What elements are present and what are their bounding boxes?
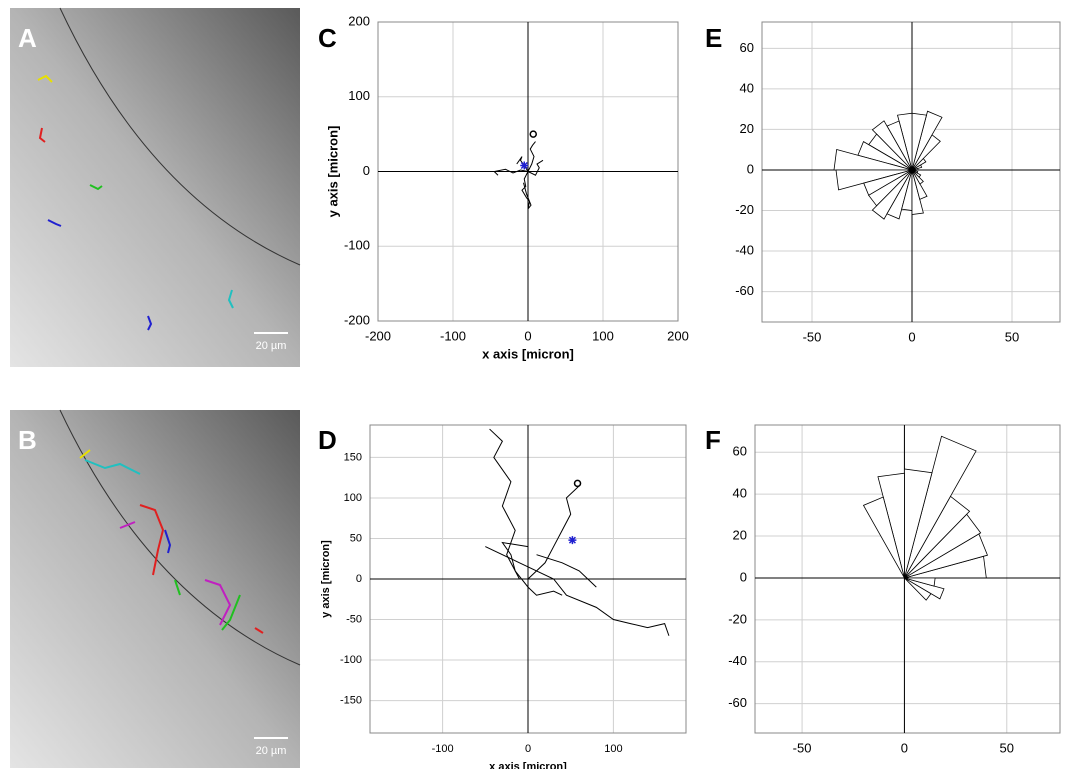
x-tick-label: -50 <box>793 740 812 755</box>
y-tick-label: -100 <box>344 238 370 253</box>
y-tick-label: 0 <box>740 569 747 584</box>
cell-track <box>204 579 232 626</box>
y-tick-label: -100 <box>340 654 362 666</box>
y-tick-label: 20 <box>733 527 747 542</box>
y-tick-label: 0 <box>363 163 370 178</box>
scale-bar-label: 20 µm <box>256 340 287 352</box>
cell-track <box>79 449 91 459</box>
y-tick-label: -200 <box>344 312 370 327</box>
y-tick-label: -20 <box>728 611 747 626</box>
rose-wedge <box>911 169 917 172</box>
cell-track <box>38 127 46 143</box>
plot-frame <box>761 21 1061 323</box>
cell-track <box>89 184 103 191</box>
y-tick-label: 40 <box>733 486 747 501</box>
x-tick-label: -100 <box>432 743 454 755</box>
cell-trajectory <box>489 428 520 580</box>
cell-track <box>174 579 181 596</box>
y-tick-label: 0 <box>356 573 362 585</box>
centroid-marker <box>568 536 577 545</box>
y-tick-label: -50 <box>346 613 362 625</box>
x-tick-label: 0 <box>908 329 915 344</box>
panel-label: C <box>318 23 337 53</box>
y-axis-title: y axis [micron] <box>320 540 332 618</box>
cell-track <box>139 504 165 576</box>
x-tick-label: 0 <box>901 740 908 755</box>
y-tick-label: 40 <box>740 80 754 95</box>
y-tick-label: 0 <box>747 161 754 176</box>
panel-label: F <box>705 425 721 455</box>
plot-frame <box>754 424 1061 734</box>
y-axis-title: y axis [micron] <box>325 126 340 218</box>
x-tick-label: 100 <box>604 743 622 755</box>
start-marker <box>529 130 537 138</box>
x-tick-label: 50 <box>1000 740 1014 755</box>
x-tick-label: 0 <box>524 328 531 343</box>
image-a: 20 µm A <box>10 7 301 367</box>
cell-trajectory <box>485 546 670 636</box>
y-tick-label: -60 <box>735 283 754 298</box>
x-tick-label: -50 <box>803 329 822 344</box>
scale-bar-label: 20 µm <box>256 745 287 757</box>
cell-track <box>47 219 62 227</box>
cell-track <box>119 521 136 529</box>
y-tick-label: -20 <box>735 202 754 217</box>
rose-wedge <box>862 496 905 579</box>
y-tick-label: 150 <box>344 451 362 463</box>
y-tick-label: 100 <box>348 88 370 103</box>
cell-track <box>37 74 53 83</box>
start-marker <box>573 479 582 488</box>
y-tick-label: 100 <box>344 492 362 504</box>
rose-wedge <box>904 577 936 587</box>
x-tick-label: -200 <box>365 328 391 343</box>
panel-label: A <box>18 23 37 53</box>
x-axis-title: x axis [micron] <box>482 346 574 361</box>
cell-trajectory <box>527 485 580 580</box>
y-tick-label: -150 <box>340 694 362 706</box>
x-tick-label: 100 <box>592 328 614 343</box>
x-tick-label: 200 <box>667 328 689 343</box>
boundary-curve <box>59 7 301 266</box>
cell-trajectory <box>493 168 529 176</box>
cell-track <box>147 315 153 331</box>
y-tick-label: 200 <box>348 13 370 28</box>
y-tick-label: 60 <box>733 444 747 459</box>
centroid-marker <box>520 161 529 170</box>
x-tick-label: -100 <box>440 328 466 343</box>
y-tick-label: -40 <box>735 242 754 257</box>
y-tick-label: 20 <box>740 121 754 136</box>
panel-label: B <box>18 425 37 455</box>
x-tick-label: 50 <box>1005 329 1019 344</box>
x-tick-label: 0 <box>525 743 531 755</box>
panel-label: E <box>705 23 722 53</box>
y-tick-label: 60 <box>740 40 754 55</box>
y-tick-label: -60 <box>728 695 747 710</box>
cell-trajectory <box>521 171 532 210</box>
cell-trajectory <box>501 541 563 596</box>
cell-trajectory <box>536 554 597 588</box>
x-axis-title: x axis [micron] <box>489 761 567 769</box>
image-b: 20 µm B <box>10 409 301 768</box>
cell-track <box>164 529 172 554</box>
cell-track <box>84 459 141 475</box>
micrograph <box>10 410 300 768</box>
cell-track <box>221 594 241 631</box>
boundary-curve <box>59 409 301 666</box>
micrograph <box>10 8 300 367</box>
y-tick-label: 50 <box>350 532 362 544</box>
y-tick-label: -40 <box>728 653 747 668</box>
panel-label: D <box>318 425 337 455</box>
cell-track <box>227 289 234 309</box>
cell-trajectory <box>527 141 536 172</box>
cell-track <box>254 627 264 634</box>
cell-trajectory <box>527 159 544 176</box>
